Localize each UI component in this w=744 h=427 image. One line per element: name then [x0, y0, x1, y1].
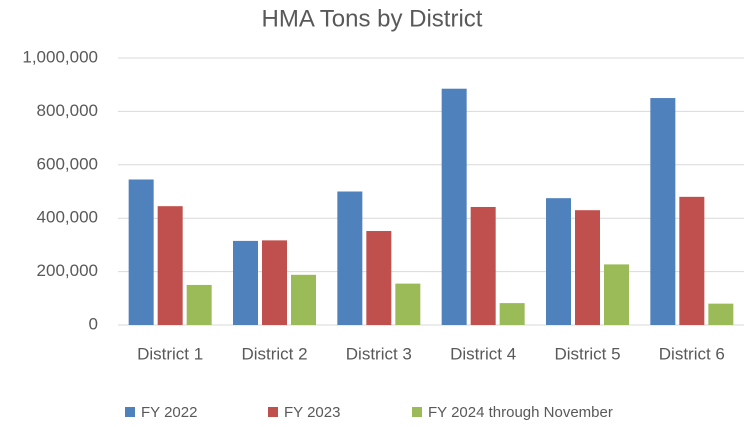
y-tick-label: 600,000 — [37, 154, 98, 173]
x-tick-label: District 5 — [554, 344, 620, 363]
chart-title: HMA Tons by District — [262, 5, 483, 32]
bar — [575, 210, 600, 325]
bar — [650, 98, 676, 325]
y-tick-label: 200,000 — [37, 261, 98, 280]
legend-swatch — [412, 407, 422, 417]
bar — [157, 206, 183, 325]
legend-label: FY 2024 through November — [428, 404, 613, 421]
x-tick-label: District 4 — [450, 344, 516, 363]
bar — [499, 303, 525, 325]
x-tick-label: District 2 — [241, 344, 307, 363]
bar — [679, 196, 705, 325]
legend-label: FY 2022 — [141, 404, 197, 421]
legend-swatch — [125, 407, 135, 417]
x-tick-label: District 6 — [659, 344, 725, 363]
bar — [546, 198, 571, 325]
bar — [233, 240, 258, 325]
x-tick-label: District 3 — [346, 344, 412, 363]
bar — [186, 284, 212, 325]
bar — [604, 264, 629, 325]
bar — [395, 283, 421, 325]
bar — [708, 303, 734, 325]
legend-swatch — [268, 407, 278, 417]
bar — [291, 274, 316, 325]
bar — [128, 179, 154, 325]
y-tick-label: 400,000 — [37, 208, 98, 227]
bar — [470, 206, 496, 325]
bar — [337, 191, 363, 325]
bar — [262, 240, 287, 325]
x-tick-label: District 1 — [137, 344, 203, 363]
legend-label: FY 2023 — [284, 404, 340, 421]
y-tick-label: 800,000 — [37, 101, 98, 120]
y-tick-label: 1,000,000 — [22, 47, 98, 66]
bar — [366, 231, 392, 325]
bar — [441, 88, 467, 325]
y-tick-label: 0 — [89, 314, 98, 333]
